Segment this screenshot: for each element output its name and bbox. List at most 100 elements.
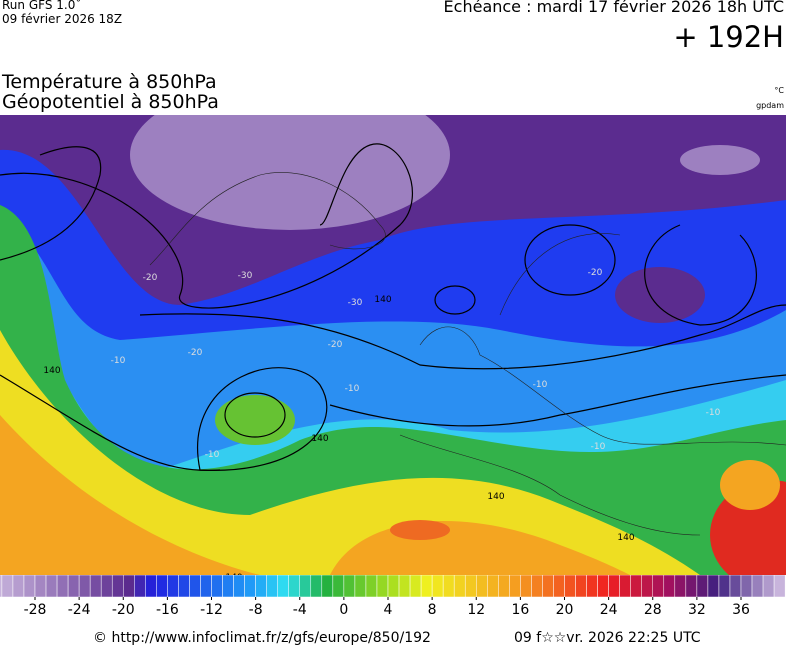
colorbar-swatch [707, 575, 720, 598]
contour-label: -10 [205, 450, 220, 460]
colorbar-swatch [729, 575, 742, 598]
colorbar-swatch [233, 575, 245, 598]
colorbar-swatch [244, 575, 256, 598]
contour-label: 140 [43, 366, 60, 376]
colorbar-swatch [56, 575, 69, 598]
unit-geopotential: gpdam [756, 101, 784, 110]
colorbar-swatch [453, 575, 466, 598]
colorbar-swatch [409, 575, 422, 598]
contour [329, 374, 786, 427]
contour-label: -30 [238, 271, 253, 281]
source-url: © http://www.infoclimat.fr/z/gfs/europe/… [93, 630, 431, 646]
contour [139, 304, 786, 370]
colorbar-swatch [398, 575, 411, 598]
colorbar-swatch [299, 575, 312, 598]
colorbar-swatch [222, 575, 234, 598]
colorbar-swatch [718, 575, 731, 598]
colorbar-swatch [641, 575, 653, 598]
colorbar-swatch [100, 575, 113, 598]
contour-label: 140 [374, 295, 391, 305]
colorbar-swatch [45, 575, 58, 598]
contour-label: 140 [617, 533, 634, 543]
contour [0, 146, 102, 261]
colorbar-swatch [420, 575, 433, 598]
colorbar-swatch [619, 575, 631, 598]
colorbar-tick-label: 24 [600, 602, 618, 618]
colorbar-swatch [12, 575, 25, 598]
coastline [419, 326, 786, 446]
colorbar-swatch [111, 575, 124, 598]
contour-label: 140 [487, 492, 504, 502]
contour [644, 224, 757, 326]
weather-map: -20 -30 -30 140 -20 -20 -20 -10 140 -10 -10 -10 -10 1… [0, 115, 786, 575]
colorbar-tick-label: -12 [200, 602, 223, 618]
colorbar-swatch [431, 575, 444, 598]
colorbar-swatch [145, 575, 157, 598]
geopotential-contours [0, 143, 786, 472]
colorbar-swatch [498, 575, 510, 598]
contour-label: -20 [188, 348, 203, 358]
colorbar-swatch [773, 575, 786, 598]
coastlines [149, 172, 786, 536]
colorbar-swatch [321, 575, 334, 598]
colorbar-swatch [310, 575, 323, 598]
valid-time: Echéance : mardi 17 février 2026 18h UTC [443, 0, 784, 16]
contour-label: -20 [588, 268, 603, 278]
contour-label: -10 [345, 384, 360, 394]
colorbar-swatch [553, 575, 565, 598]
colorbar-swatch [277, 575, 289, 598]
coastline [499, 233, 621, 316]
contour-label: 140 [225, 573, 242, 575]
colorbar-swatch [751, 575, 764, 598]
colorbar-swatch [343, 575, 356, 598]
colorbar-swatch [211, 575, 223, 598]
colorbar-swatch [354, 575, 367, 598]
colorbar-swatch [740, 575, 753, 598]
colorbar-swatch [178, 575, 190, 598]
generated-time: 09 f☆☆vr. 2026 22:25 UTC [514, 630, 701, 646]
colorbar-swatch [67, 575, 80, 598]
run-date: 09 février 2026 18Z [2, 12, 123, 26]
colorbar-swatch [123, 575, 135, 598]
colorbar-swatch [663, 575, 676, 598]
colorbar-swatch [608, 575, 620, 598]
colorbar-tick-label: -8 [249, 602, 263, 618]
colorbar-tick-label: 32 [688, 602, 706, 618]
contour-label: -20 [143, 273, 158, 283]
colorbar-tick-label: -16 [156, 602, 179, 618]
field-green [0, 205, 786, 575]
field-orange [720, 460, 780, 510]
contour-labels: -20 -30 -30 140 -20 -20 -20 -10 140 -10 -10 -10 -10 1… [43, 268, 720, 575]
colorbar-swatch [509, 575, 521, 598]
colorbar-tick-label: 36 [732, 602, 750, 618]
colorbar-swatch [464, 575, 477, 598]
colorbar-swatch [332, 575, 345, 598]
colorbar-swatch [674, 575, 687, 598]
colorbar-swatch [365, 575, 378, 598]
colorbar-tick-label: -4 [293, 602, 307, 618]
colorbar-swatch [476, 575, 488, 598]
colorbar-swatch [696, 575, 709, 598]
contour [524, 224, 616, 296]
colorbar-tick-label: 0 [339, 602, 348, 618]
field-purple [615, 267, 705, 323]
colorbar-swatch [0, 575, 3, 598]
coastline [149, 172, 386, 266]
contour-label: 140 [311, 434, 328, 444]
colorbar-swatch [266, 575, 278, 598]
colorbar-swatch [542, 575, 554, 598]
contour-label: -20 [328, 340, 343, 350]
lead-time: + 192H [673, 20, 784, 54]
colorbar-swatch [652, 575, 665, 598]
title-geopotential: Géopotentiel à 850hPa [2, 91, 219, 113]
colorbar-swatch [762, 575, 775, 598]
colorbar-swatch [520, 575, 532, 598]
colorbar-swatch [200, 575, 212, 598]
colorbar-swatch [575, 575, 587, 598]
colorbar-swatch [89, 575, 102, 598]
colorbar-swatch [134, 575, 146, 598]
contour-label: -10 [111, 356, 126, 366]
colorbar-swatch [531, 575, 543, 598]
colorbar-swatch [387, 575, 400, 598]
contour-label: -30 [348, 298, 363, 308]
